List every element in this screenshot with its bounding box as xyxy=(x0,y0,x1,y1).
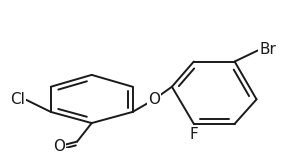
Text: F: F xyxy=(189,127,198,142)
Text: Cl: Cl xyxy=(10,91,25,107)
Text: O: O xyxy=(148,92,160,107)
Text: O: O xyxy=(54,139,66,154)
Text: Br: Br xyxy=(259,42,276,57)
